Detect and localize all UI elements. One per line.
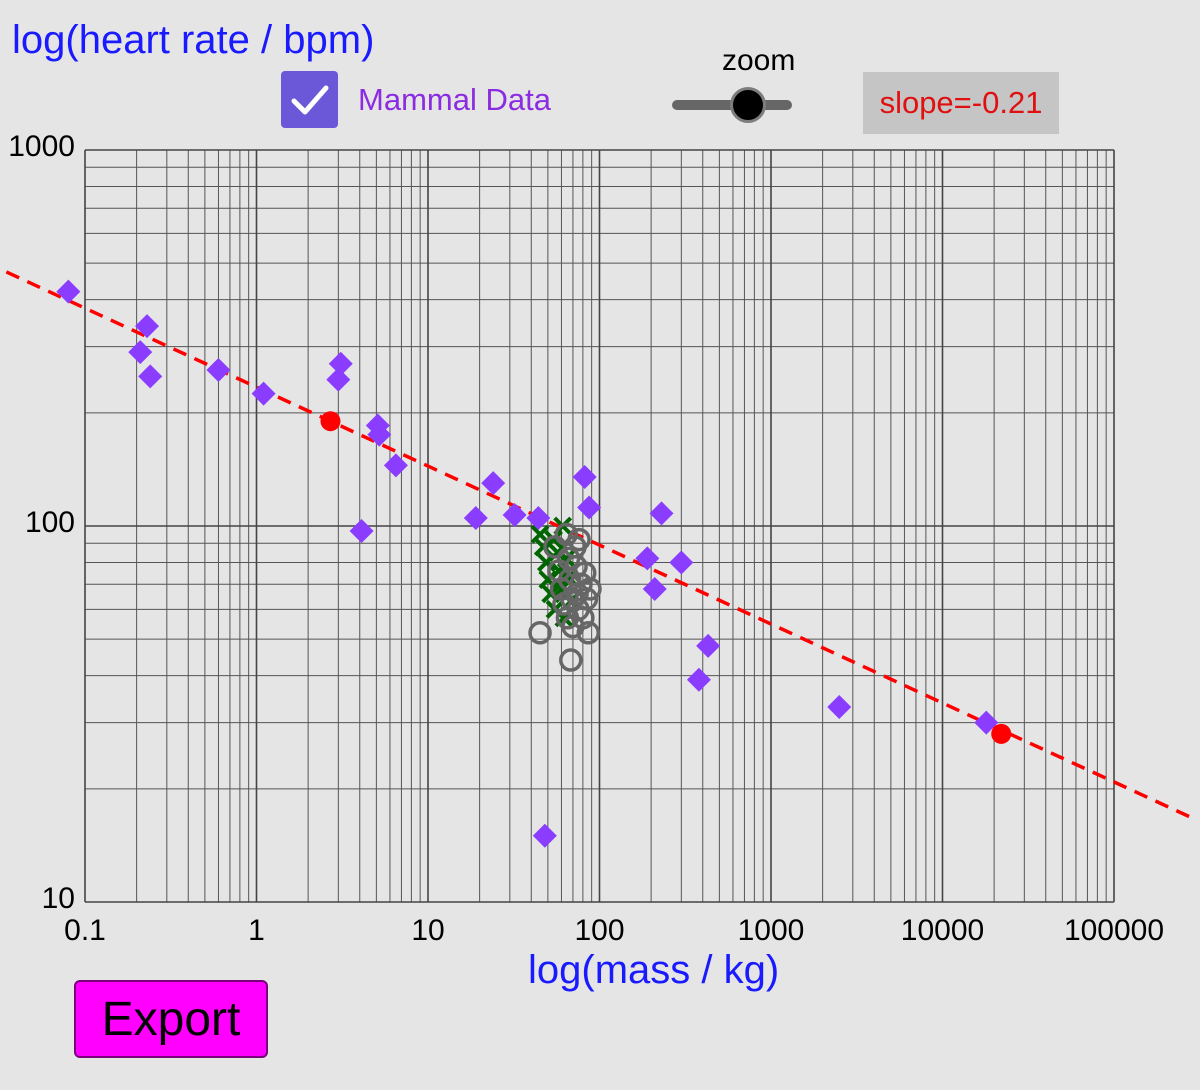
human-x-point xyxy=(544,530,564,550)
checkmark-icon xyxy=(291,85,328,114)
mammal-data-point xyxy=(481,471,506,496)
mammal-data-point xyxy=(328,351,353,376)
human-circle-point xyxy=(576,621,601,645)
tick-labels: 0.1 1 10 100 1000 10000 100000 1000 100 10 xyxy=(8,130,1164,947)
fit-point xyxy=(320,411,341,432)
mammal-data-point xyxy=(974,710,999,735)
checkbox[interactable] xyxy=(281,71,338,128)
mammal-data-point xyxy=(572,464,597,489)
x-tick-label: 100 xyxy=(574,914,624,947)
x-tick-label: 1 xyxy=(248,914,265,947)
export-button[interactable]: Export xyxy=(74,980,268,1058)
mammal-data-point xyxy=(251,381,276,406)
mammal-data-point xyxy=(635,546,660,571)
mammal-data-point xyxy=(669,550,694,575)
data-points xyxy=(56,279,1012,848)
mammal-data-point xyxy=(56,279,81,304)
zoom-slider-knob[interactable] xyxy=(730,87,766,123)
human-circle-point xyxy=(528,621,552,645)
checkbox-label: Mammal Data xyxy=(358,81,551,117)
human-circle-point xyxy=(559,648,583,672)
x-tick-label: 100000 xyxy=(1064,914,1164,947)
y-tick-label: 10 xyxy=(42,882,75,915)
mammal-data-point xyxy=(138,364,163,389)
mammal-data-point xyxy=(532,823,557,848)
x-tick-label: 10000 xyxy=(901,914,984,947)
human-circle-point xyxy=(572,561,597,585)
mammal-data-point xyxy=(128,340,153,365)
mammal-data-point xyxy=(649,501,674,526)
mammal-data-point xyxy=(827,695,852,720)
x-axis-title: log(mass / kg) xyxy=(528,948,780,992)
mammal-data-point xyxy=(135,314,160,339)
human-circle-point xyxy=(567,527,591,552)
mammal-data-point xyxy=(526,506,551,531)
y-axis-title: log(heart rate / bpm) xyxy=(12,18,375,62)
x-tick-label: 10 xyxy=(411,914,444,947)
mammal-data-point xyxy=(696,633,721,658)
mammal-data-point xyxy=(642,576,667,601)
mammal-data-point xyxy=(686,667,711,692)
mammal-data-point xyxy=(367,422,392,447)
mammal-data-point xyxy=(349,518,374,543)
human-circle-point xyxy=(578,577,602,601)
mammal-data-toggle[interactable]: Mammal Data xyxy=(281,71,551,128)
y-tick-label: 100 xyxy=(25,506,75,539)
zoom-label: zoom xyxy=(722,44,796,77)
x-tick-label: 0.1 xyxy=(64,914,106,947)
mammal-data-point xyxy=(383,453,408,478)
fit-line xyxy=(0,267,1197,822)
major-gridlines xyxy=(84,149,1115,903)
slope-readout: slope=-0.21 xyxy=(863,72,1059,134)
mammal-data-point xyxy=(463,506,488,531)
mammal-data-point xyxy=(577,495,602,520)
human-circle-point xyxy=(574,587,599,611)
x-tick-label: 1000 xyxy=(738,914,805,947)
fit-line-layer xyxy=(0,267,1197,822)
fit-point xyxy=(991,723,1012,744)
mammal-data-point xyxy=(326,367,351,392)
y-tick-label: 1000 xyxy=(8,130,75,163)
mammal-data-point xyxy=(206,357,231,382)
mammal-data-point xyxy=(502,502,527,527)
